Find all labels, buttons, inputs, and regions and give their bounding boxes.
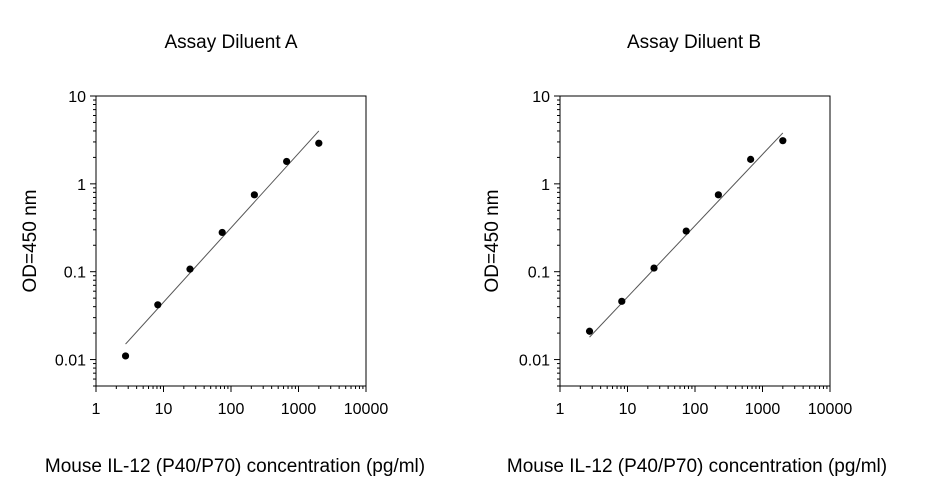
x-tick-label: 100	[682, 401, 709, 418]
x-tick-label: 1	[92, 401, 101, 418]
y-tick-label: 0.1	[528, 265, 550, 282]
y-tick-label: 0.01	[519, 353, 550, 370]
data-point	[121, 352, 130, 360]
x-axis-label: Mouse IL-12 (P40/P70) concentration (pg/…	[507, 456, 887, 477]
data-point	[650, 264, 658, 272]
data-point	[747, 155, 755, 163]
x-tick-label: 10000	[344, 401, 389, 418]
x-axis-label: Mouse IL-12 (P40/P70) concentration (pg/…	[45, 456, 425, 477]
data-point	[250, 191, 258, 199]
x-tick-label: 1000	[745, 401, 781, 418]
y-tick-label: 0.1	[64, 265, 86, 282]
fit-line	[589, 132, 784, 338]
y-tick-label: 10	[532, 89, 550, 106]
chart-diluent-a: Assay Diluent A 1 10 100 1000 10000 0.01 0.1 1 10…	[20, 32, 425, 477]
data-point	[218, 228, 226, 237]
y-axis-label: OD=450 nm	[482, 190, 503, 293]
data-point	[283, 157, 291, 166]
data-point	[154, 301, 162, 309]
data-point	[779, 137, 787, 145]
x-tick-label: 100	[218, 401, 245, 418]
chart-diluent-b: Assay Diluent B 1 10 100 1000 10000 0.01 0.1 1 10…	[482, 32, 887, 477]
x-tick-label: 1000	[281, 401, 317, 418]
y-tick-label: 1	[541, 177, 550, 194]
x-tick-label: 10000	[808, 401, 853, 418]
y-axis-label: OD=450 nm	[20, 190, 41, 293]
x-tick-label: 10	[619, 401, 637, 418]
plot-frame	[559, 95, 831, 387]
data-point	[186, 265, 194, 273]
chart-title: Assay Diluent A	[164, 32, 297, 53]
data-point	[714, 191, 722, 199]
y-tick-label: 0.01	[55, 353, 86, 370]
plot-frame	[95, 95, 367, 387]
fit-line	[125, 130, 320, 345]
y-tick-label: 10	[68, 89, 86, 106]
y-tick-label: 1	[77, 177, 86, 194]
x-tick-label: 1	[556, 401, 565, 418]
data-point	[618, 297, 626, 305]
data-point	[585, 327, 594, 335]
chart-title: Assay Diluent B	[627, 32, 761, 53]
data-point	[682, 227, 690, 235]
data-point	[315, 139, 323, 147]
x-tick-label: 10	[155, 401, 173, 418]
